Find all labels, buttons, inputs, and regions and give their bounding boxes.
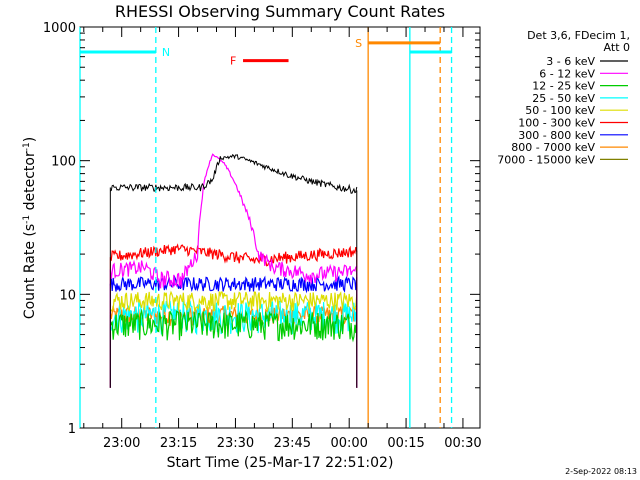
legend-label-3: 25 - 50 keV <box>532 92 595 105</box>
x-tick-label-3: 23:45 <box>274 436 311 451</box>
x-axis-label: Start Time (25-Mar-17 22:51:02) <box>167 455 394 471</box>
legend-label-1: 6 - 12 keV <box>539 67 595 80</box>
series-line-4 <box>110 290 358 313</box>
x-tick-label-2: 23:30 <box>217 436 254 451</box>
y-tick-label-2: 100 <box>51 155 76 170</box>
series-line-2 <box>109 308 358 343</box>
plot-frame <box>79 26 481 429</box>
legend-label-8: 7000 - 15000 keV <box>497 153 595 166</box>
x-tick-label-4: 00:00 <box>330 436 367 451</box>
series-line-0 <box>110 154 358 194</box>
date-stamp: 2-Sep-2022 08:13 <box>565 467 637 476</box>
x-tick-label-0: 23:00 <box>103 436 140 451</box>
legend-label-6: 300 - 800 keV <box>518 129 595 142</box>
y-tick-label-3: 1000 <box>43 21 76 36</box>
y-axis-label-main: Count Rate (s <box>22 224 38 319</box>
x-tick-label-5: 00:15 <box>387 436 424 451</box>
saa-label: S <box>355 37 362 50</box>
legend-label-0: 3 - 6 keV <box>546 55 595 68</box>
y-axis-label-sup1: -1 <box>22 215 32 224</box>
series-line-1 <box>109 153 358 289</box>
chart-title: RHESSI Observing Summary Count Rates <box>115 2 445 21</box>
legend-label-4: 50 - 100 keV <box>525 104 595 117</box>
series-line-3 <box>109 300 358 336</box>
y-tick-label-0: 1 <box>68 422 76 437</box>
y-axis-label-sup2: -1 <box>22 142 32 151</box>
y-axis-label-end: ) <box>22 137 38 142</box>
x-tick-label-6: 00:30 <box>444 436 481 451</box>
plot-area: N S F 1 10 100 1000 23:00 23:15 23:30 23:45 00:00 00… <box>43 21 482 451</box>
legend-header-2: Att 0 <box>604 41 630 54</box>
night-label-0: N <box>162 46 170 59</box>
flare-label: F <box>230 55 236 68</box>
y-axis-label-mid: detector <box>22 151 38 215</box>
series-line-5 <box>109 243 358 267</box>
legend-label-7: 800 - 7000 keV <box>511 141 595 154</box>
legend-label-2: 12 - 25 keV <box>532 80 595 93</box>
legend-label-5: 100 - 300 keV <box>518 117 595 130</box>
x-tick-label-1: 23:15 <box>160 436 197 451</box>
y-tick-label-1: 10 <box>59 288 76 303</box>
legend-header-1: Det 3,6, FDecim 1, <box>527 29 630 42</box>
series-line-6 <box>109 275 358 294</box>
y-axis-label: Count Rate (s-1 detector-1) <box>22 137 38 319</box>
